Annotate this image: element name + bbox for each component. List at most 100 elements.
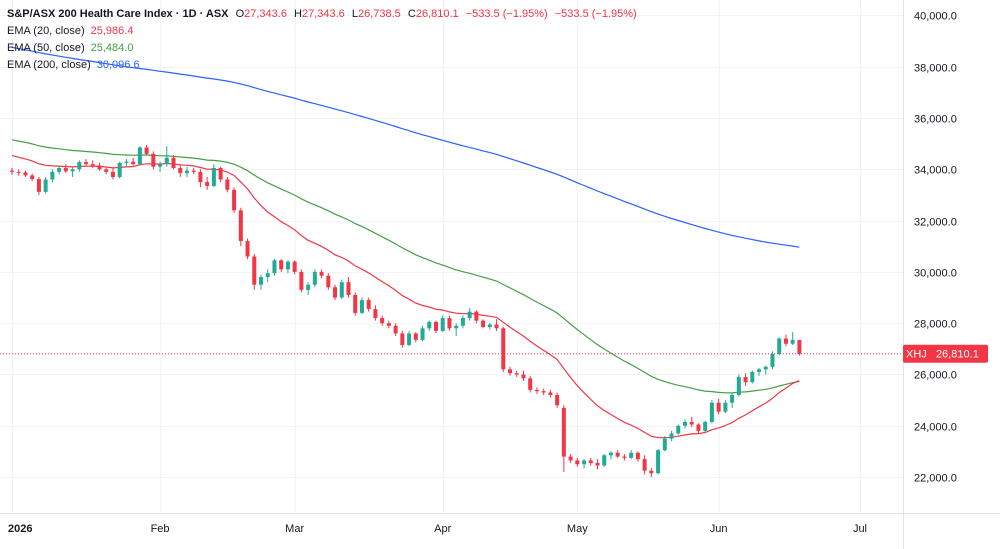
candle-body — [110, 171, 115, 177]
candle-body — [205, 182, 210, 186]
candle — [709, 400, 714, 424]
indicator-ema-200[interactable]: EMA (200, close) 30,096.6 — [7, 57, 637, 74]
ohlc-high-key: H — [294, 8, 302, 20]
candle-body — [279, 260, 284, 270]
ohlc-close-key: C — [407, 8, 416, 20]
candle — [427, 320, 432, 331]
candle-body — [285, 261, 290, 270]
candle-body — [790, 339, 795, 344]
candle — [198, 169, 203, 188]
candle-body — [575, 460, 580, 465]
candle-body — [326, 275, 331, 288]
candle — [514, 370, 519, 378]
candle — [285, 260, 290, 274]
candle-body — [299, 271, 304, 290]
candle — [63, 164, 68, 174]
candle-body — [629, 452, 634, 458]
candle-body — [151, 153, 156, 167]
candle-body — [23, 172, 28, 176]
x-tick-label: Jun — [710, 523, 728, 535]
candle-body — [730, 395, 735, 403]
candle-body — [797, 340, 802, 354]
candle — [541, 388, 546, 396]
ohlc-open: O27,343.6 — [236, 8, 291, 20]
symbol-title[interactable]: S&P/ASX 200 Health Care Index · 1D · ASX — [7, 8, 229, 20]
change-percent: −533.5 (−1.95%) — [554, 8, 637, 20]
candle — [306, 282, 311, 295]
candle — [582, 459, 587, 469]
candle — [279, 259, 284, 272]
ohlc-high-value: 27,343.6 — [301, 8, 345, 20]
candle-body — [265, 273, 270, 278]
candle-body — [117, 162, 122, 177]
candle — [736, 374, 741, 397]
y-tick-label: 28,000.0 — [914, 319, 957, 331]
symbol-row[interactable]: S&P/ASX 200 Health Care Index · 1D · ASX… — [7, 6, 637, 23]
candle — [353, 292, 358, 316]
candle-body — [184, 170, 189, 174]
candle — [669, 430, 674, 442]
time-axis[interactable]: 2026 Feb Mar Apr May Jun Jul — [8, 523, 867, 535]
candle — [757, 368, 762, 376]
candle — [346, 277, 351, 298]
candle — [777, 337, 782, 356]
candle — [70, 166, 75, 177]
candle-body — [602, 455, 607, 466]
candle-body — [339, 282, 344, 298]
candle — [164, 146, 169, 167]
candle — [649, 468, 654, 478]
candle-body — [615, 452, 620, 457]
candle-body — [70, 169, 75, 172]
candle — [528, 375, 533, 393]
candle — [407, 330, 412, 347]
candle — [662, 436, 667, 452]
candle — [683, 419, 687, 429]
candle — [110, 168, 115, 180]
candle — [84, 159, 89, 167]
candle — [440, 315, 445, 333]
indicator-ema-50[interactable]: EMA (50, close) 25,484.0 — [7, 40, 637, 57]
candle — [144, 144, 149, 156]
candle — [366, 297, 371, 312]
candle — [205, 176, 210, 190]
ohlc-low-value: 26,738.5 — [357, 8, 401, 20]
candle — [602, 454, 607, 467]
candle — [561, 405, 566, 472]
indicator-ema-20[interactable]: EMA (20, close) 25,986.4 — [7, 23, 637, 40]
candle — [433, 320, 438, 334]
ohlc-low-key: L — [351, 8, 358, 20]
candles — [10, 144, 802, 478]
candle — [595, 459, 600, 470]
candle-body — [178, 168, 183, 174]
candle-body — [649, 470, 654, 474]
candle — [797, 340, 802, 356]
candle-body — [568, 456, 573, 461]
candle-body — [84, 162, 89, 165]
candle — [238, 207, 243, 247]
candle — [460, 315, 465, 329]
candle-body — [716, 402, 721, 412]
ohlc-open-key: O — [235, 8, 245, 20]
x-tick-label: 2026 — [8, 523, 32, 535]
candle-body — [723, 402, 728, 412]
candle-body — [420, 328, 425, 340]
candle — [380, 315, 385, 326]
candle-body — [144, 147, 149, 154]
candle-body — [521, 374, 526, 379]
candle — [359, 297, 364, 315]
price-tag-value: 26,810.1 — [936, 349, 979, 361]
ema-20-value: 25,986.4 — [90, 25, 134, 37]
candle-body — [433, 321, 438, 331]
candle-body — [43, 179, 48, 192]
candle-body — [225, 179, 230, 190]
candle-body — [312, 271, 317, 285]
candle-body — [777, 338, 782, 354]
candle-body — [333, 287, 338, 298]
ema-50-line — [11, 139, 800, 394]
candle-body — [171, 157, 176, 169]
y-tick-label: 22,000.0 — [914, 473, 957, 485]
candle — [386, 320, 391, 329]
